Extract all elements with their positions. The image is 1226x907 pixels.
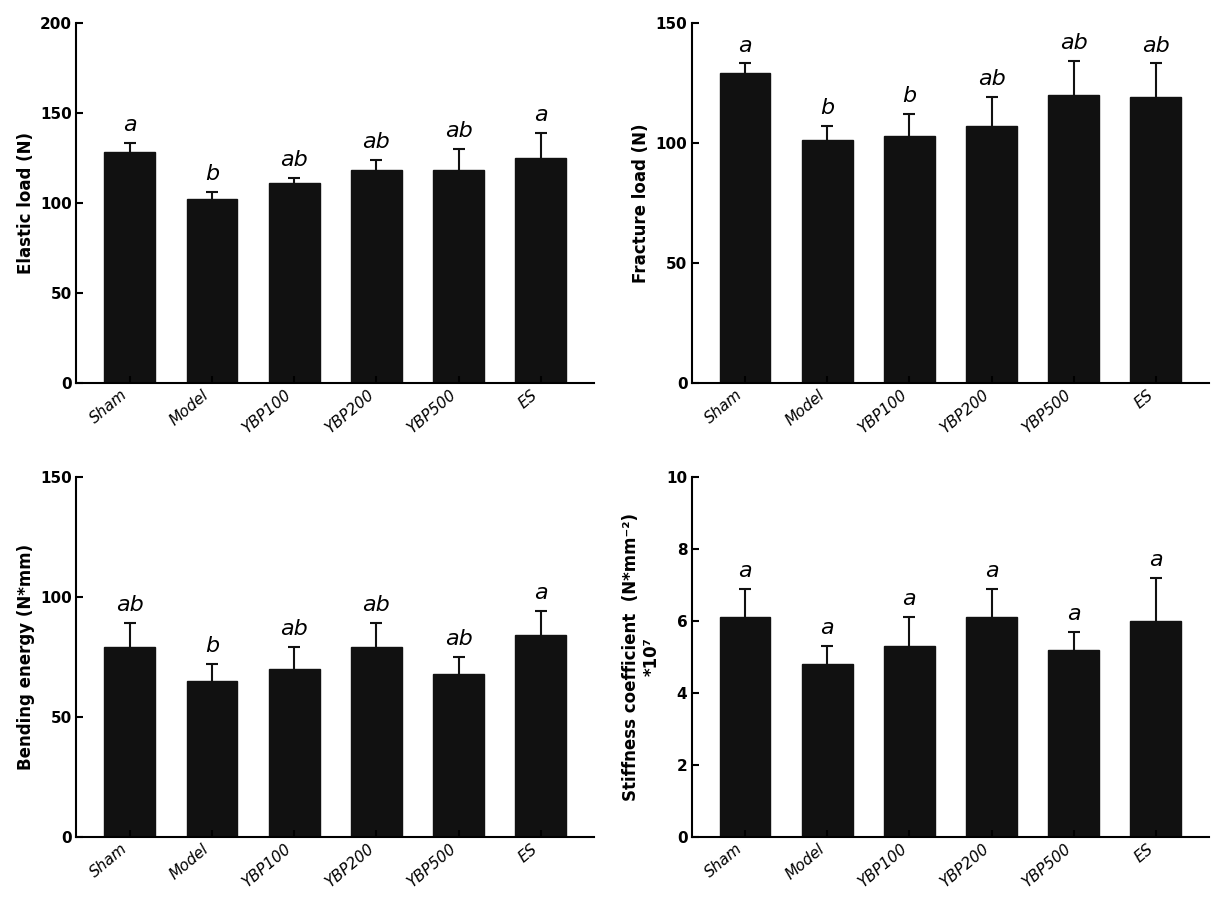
Bar <box>1130 621 1182 837</box>
Text: ab: ab <box>281 150 308 170</box>
Bar <box>104 648 156 837</box>
Bar <box>268 183 320 383</box>
Bar <box>1048 94 1100 383</box>
Bar <box>966 618 1018 837</box>
Bar <box>104 152 156 383</box>
Text: ab: ab <box>1059 34 1087 54</box>
Text: a: a <box>123 115 136 135</box>
Text: ab: ab <box>445 121 472 141</box>
Bar <box>884 135 935 383</box>
Text: a: a <box>1149 550 1162 570</box>
Text: a: a <box>1067 604 1080 624</box>
Text: a: a <box>738 561 752 580</box>
Bar <box>720 618 770 837</box>
Bar <box>515 158 566 383</box>
Bar <box>433 171 484 383</box>
Text: ab: ab <box>445 629 472 649</box>
Text: ab: ab <box>1143 35 1170 55</box>
Bar <box>1048 649 1100 837</box>
Text: ab: ab <box>977 69 1005 89</box>
Y-axis label: Fracture load (N): Fracture load (N) <box>633 123 650 283</box>
Bar <box>268 669 320 837</box>
Text: b: b <box>205 637 219 657</box>
Bar <box>802 664 852 837</box>
Bar <box>884 646 935 837</box>
Bar <box>351 171 402 383</box>
Text: ab: ab <box>281 619 308 639</box>
Bar <box>186 200 238 383</box>
Text: a: a <box>533 104 548 124</box>
Text: ab: ab <box>116 596 143 616</box>
Bar <box>966 126 1018 383</box>
Text: a: a <box>533 583 548 603</box>
Text: b: b <box>820 98 834 118</box>
Bar <box>720 73 770 383</box>
Bar <box>186 681 238 837</box>
Y-axis label: Stiffness coefficient  (N*mm⁻²)
*10⁷: Stiffness coefficient (N*mm⁻²) *10⁷ <box>622 513 661 801</box>
Bar <box>802 141 852 383</box>
Text: a: a <box>902 590 916 610</box>
Bar <box>1130 97 1182 383</box>
Text: ab: ab <box>363 596 390 616</box>
Text: a: a <box>738 35 752 55</box>
Text: b: b <box>902 86 916 106</box>
Y-axis label: Elastic load (N): Elastic load (N) <box>17 132 34 274</box>
Text: b: b <box>205 164 219 184</box>
Bar <box>351 648 402 837</box>
Text: ab: ab <box>363 132 390 151</box>
Text: a: a <box>820 619 834 639</box>
Bar <box>515 636 566 837</box>
Y-axis label: Bending energy (N*mm): Bending energy (N*mm) <box>17 544 34 770</box>
Bar <box>433 674 484 837</box>
Text: a: a <box>984 561 998 580</box>
